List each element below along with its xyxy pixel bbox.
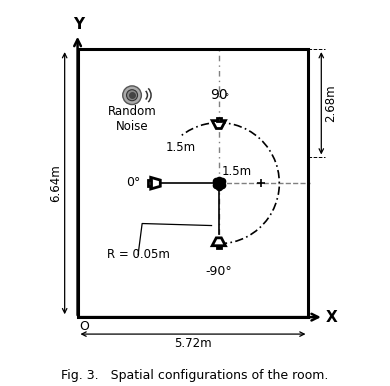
Text: 5.72m: 5.72m <box>174 337 212 349</box>
Text: Fig. 3.   Spatial configurations of the room.: Fig. 3. Spatial configurations of the ro… <box>61 369 329 382</box>
Text: X: X <box>325 310 337 325</box>
Polygon shape <box>151 177 160 189</box>
Polygon shape <box>212 238 225 246</box>
Bar <box>78 49 308 317</box>
Text: R = 0.05m: R = 0.05m <box>106 248 170 261</box>
Text: Random
Noise: Random Noise <box>108 105 156 134</box>
Text: 0°: 0° <box>126 176 140 189</box>
Text: 6.64m: 6.64m <box>49 164 62 202</box>
Polygon shape <box>212 121 225 129</box>
Ellipse shape <box>123 86 141 105</box>
Ellipse shape <box>126 90 138 101</box>
Text: Y: Y <box>73 17 84 32</box>
Text: 2.68m: 2.68m <box>324 85 337 122</box>
Text: 1.5m: 1.5m <box>165 141 195 154</box>
Text: 90: 90 <box>210 88 228 102</box>
Text: °: ° <box>224 93 228 102</box>
Bar <box>216 119 221 121</box>
Text: 1.5m: 1.5m <box>222 165 252 178</box>
Bar <box>216 246 221 248</box>
Text: O: O <box>80 320 89 334</box>
Text: -90°: -90° <box>206 265 232 278</box>
Bar <box>148 180 151 186</box>
